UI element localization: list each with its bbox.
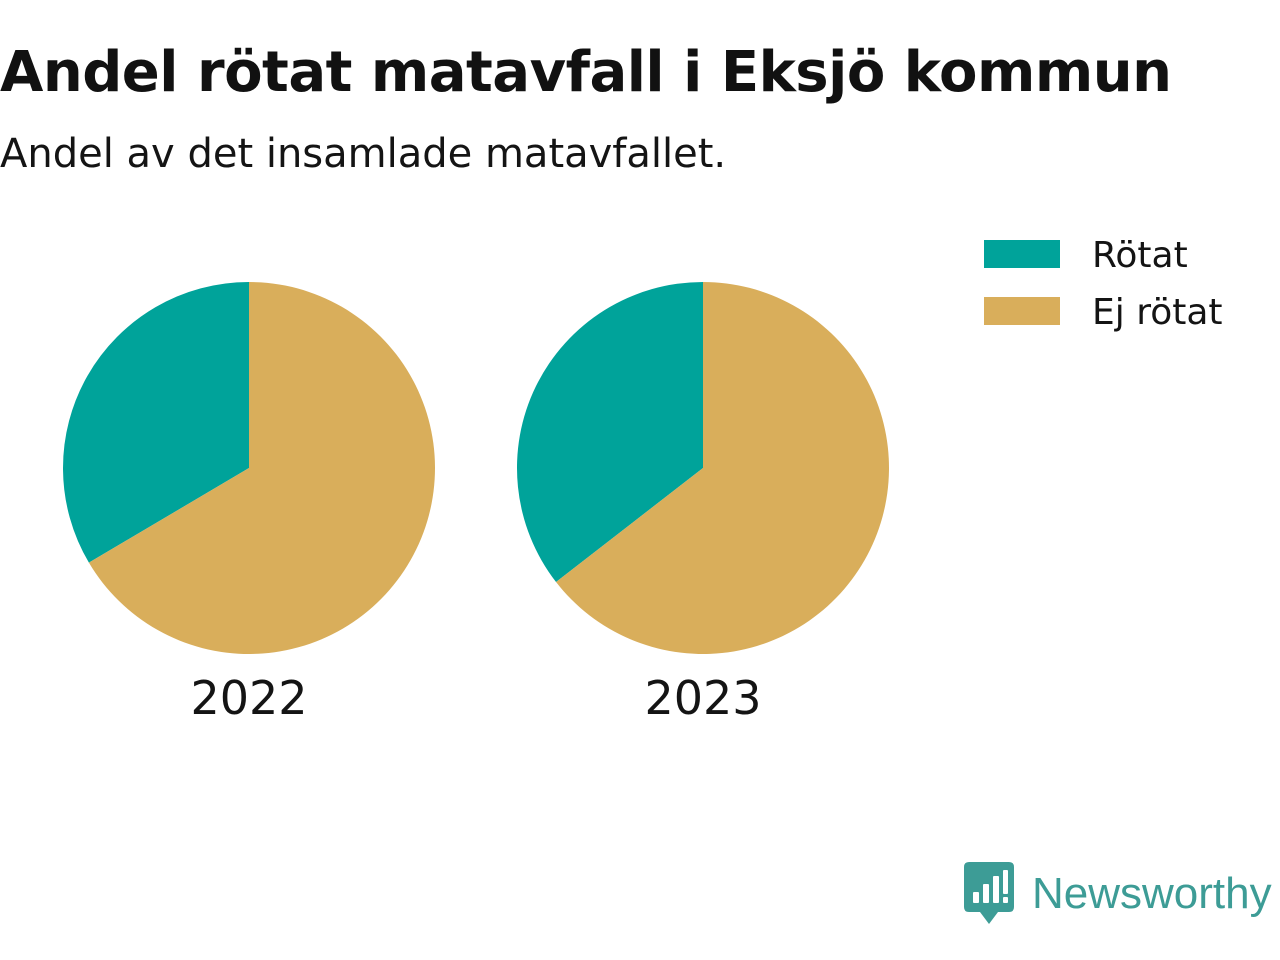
brand-name: Newsworthy [1032, 869, 1272, 918]
legend-label-rotat: Rötat [1092, 235, 1188, 276]
legend: Rötat Ej rötat [984, 235, 1223, 333]
legend-label-ej-rotat: Ej rötat [1092, 292, 1223, 333]
pie-label-2022: 2022 [190, 671, 307, 725]
chart-title: Andel rötat matavfall i Eksjö kommun [0, 40, 1172, 105]
pie-slice-2023-ej-rotat [556, 282, 889, 655]
pie-label-2023: 2023 [644, 671, 761, 725]
chart-subtitle: Andel av det insamlade matavfallet. [0, 131, 727, 177]
legend-swatch-ej-rotat [984, 297, 1060, 325]
pie-slice-2022-rotat [62, 282, 250, 563]
newsworthy-logo-icon [964, 862, 1014, 924]
pie-group: 2022 2023 [62, 282, 889, 725]
newsworthy-brand: Newsworthy [964, 862, 1272, 926]
pie-slice-2022-ej-rotat [88, 282, 435, 654]
pie-slice-2023-rotat [516, 282, 703, 582]
legend-swatch-rotat [984, 240, 1060, 268]
